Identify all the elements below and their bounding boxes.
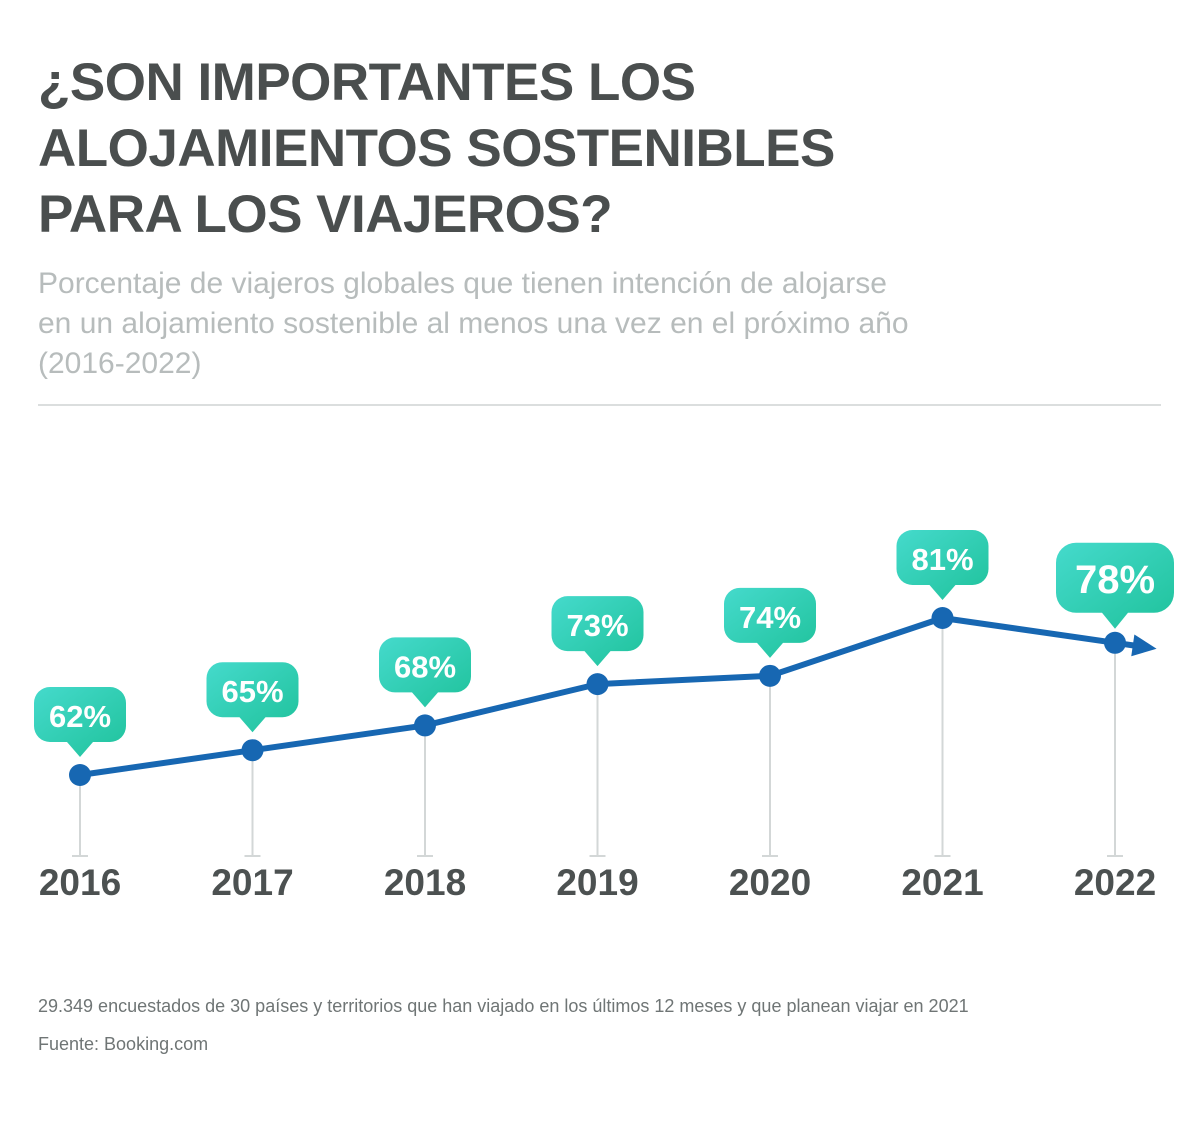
year-label-2019: 2019 [556,862,638,903]
value-bubble-shape [724,587,816,658]
title-line-2: ALOJAMIENTOS SOSTENIBLES [38,119,835,178]
trend-arrowhead [1131,634,1157,657]
subtitle-line-3: (2016-2022) [38,347,202,380]
value-bubble-shape [551,596,644,667]
value-bubble-label: 65% [221,674,283,709]
chart-area: 62% 65% 68% 73% 74% 81% 78% 2016 2017 2018 2019 202… [0,428,1195,908]
value-bubble-label: 62% [49,699,111,734]
data-point-2019 [586,673,609,696]
value-bubble-2021: 81% [896,530,989,600]
value-bubble-2022: 78% [1056,542,1174,629]
data-point-2020 [759,664,781,687]
data-point-2016 [69,764,91,786]
header: ¿SON IMPORTANTES LOS ALOJAMIENTOS SOSTEN… [0,50,1195,406]
infographic-page: ¿SON IMPORTANTES LOS ALOJAMIENTOS SOSTEN… [0,50,1195,1056]
value-bubble-2017: 65% [206,662,299,733]
year-label-2020: 2020 [729,862,811,903]
divider [38,404,1161,406]
value-bubble-2020: 74% [724,587,816,658]
title-line-1: ¿SON IMPORTANTES LOS [38,53,696,112]
page-title: ¿SON IMPORTANTES LOS ALOJAMIENTOS SOSTEN… [38,50,1161,248]
value-bubble-label: 74% [739,600,801,635]
data-point-2021 [931,607,954,629]
value-bubble-shape [1056,542,1174,629]
value-bubble-shape [34,687,126,757]
year-label-2022: 2022 [1074,862,1156,903]
trend-line-chart: 62% 65% 68% 73% 74% 81% 78% 2016 2017 2018 2019 202… [34,530,1174,903]
data-point-2017 [241,739,264,762]
value-bubble-label: 73% [566,608,628,643]
year-label-2017: 2017 [211,862,293,903]
value-bubble-shape [206,662,299,733]
footer: 29.349 encuestados de 30 países y territ… [0,994,1195,1056]
value-bubble-shape [896,530,989,600]
value-bubble-label: 81% [911,542,973,577]
year-label-2021: 2021 [901,862,983,903]
value-bubble-2019: 73% [551,596,644,667]
value-bubble-2018: 68% [379,637,471,708]
title-line-3: PARA LOS VIAJEROS? [38,185,613,244]
chart-subtitle: Porcentaje de viajeros globales que tien… [38,264,1161,384]
survey-note: 29.349 encuestados de 30 países y territ… [38,996,969,1016]
value-bubble-label: 68% [394,649,456,684]
subtitle-line-1: Porcentaje de viajeros globales que tien… [38,267,887,300]
subtitle-line-2: en un alojamiento sostenible al menos un… [38,307,909,340]
year-label-2016: 2016 [39,862,121,903]
value-bubble-2016: 62% [34,687,126,757]
source-note: Fuente: Booking.com [38,1034,209,1054]
year-label-2018: 2018 [384,862,466,903]
value-bubble-shape [379,637,471,708]
value-bubble-label: 78% [1075,558,1155,602]
data-point-2022 [1104,631,1126,654]
data-point-2018 [414,714,436,737]
